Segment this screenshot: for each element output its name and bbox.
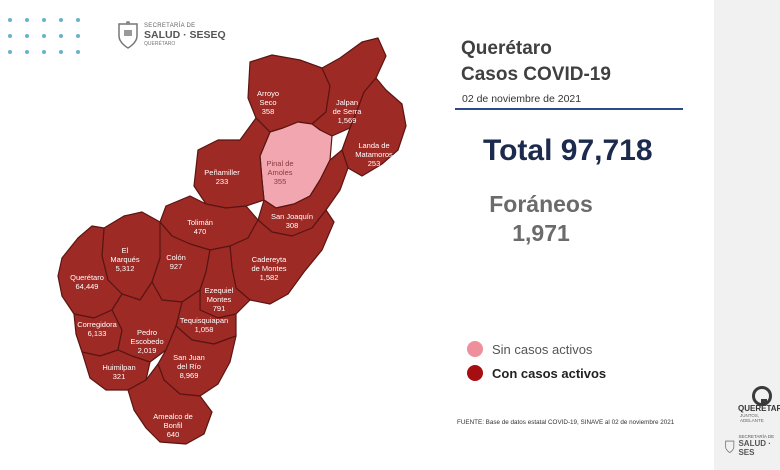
logo-org-line2: SALUD · SESEQ (144, 29, 226, 41)
queretaro-map: Arroyo Seco 358 Jalpan de Serra 1,569 Landa de… (57, 37, 407, 445)
municipality-name: San Juan (173, 353, 205, 362)
municipality-cases: 355 (274, 177, 287, 186)
municipality-name: del Río (177, 362, 201, 371)
municipality-cases: 927 (170, 262, 183, 271)
municipality-label: San Juan del Río 8,969 (173, 353, 205, 380)
legend-item-inactive: Sin casos activos (467, 341, 592, 357)
municipality-label: Tequisquiapan 1,058 (180, 316, 228, 334)
municipality-cases: 321 (113, 372, 126, 381)
legend-item-active: Con casos activos (467, 365, 606, 381)
municipality-label: Arroyo Seco 358 (257, 89, 279, 116)
municipality-name: Pedro (137, 328, 157, 337)
municipality-label: Colón 927 (166, 253, 186, 271)
municipality-name: Corregidora (77, 320, 117, 329)
municipality-name: Escobedo (130, 337, 163, 346)
title-divider (455, 108, 683, 110)
municipality-name: Tolimán (187, 218, 213, 227)
report-date: 02 de noviembre de 2021 (462, 93, 582, 105)
municipality-name: Landa de (358, 141, 389, 150)
foraneos-value: 1,971 (512, 220, 570, 246)
municipality-name: Arroyo (257, 89, 279, 98)
legend-swatch-active (467, 365, 483, 381)
municipality-name: Cadereyta (252, 255, 287, 264)
municipality-label: Querétaro 64,449 (70, 273, 104, 291)
brand-name: QUERÉTARO (738, 404, 780, 413)
municipality-cases: 640 (167, 430, 180, 439)
legend-swatch-inactive (467, 341, 483, 357)
decorative-dot-grid (8, 18, 88, 58)
municipality-label: Ezequiel Montes 791 (205, 286, 234, 313)
municipality-label: Landa de Matamoros 253 (355, 141, 393, 168)
municipality-label: Pedro Escobedo 2,019 (130, 328, 163, 355)
municipality-label: Pinal de Amoles 355 (266, 159, 293, 186)
logo-org-line1: SECRETARÍA DE (144, 23, 196, 29)
queretaro-q-tail (761, 399, 767, 403)
bottom-logo-line1: SECRETARÍA DE (738, 434, 775, 439)
municipality-name: Tequisquiapan (180, 316, 228, 325)
municipality-label: Cadereyta de Montes 1,582 (251, 255, 287, 282)
municipality-name: Pinal de (266, 159, 293, 168)
municipality-cases: 8,969 (180, 371, 199, 380)
municipality-cases: 1,058 (195, 325, 214, 334)
municipality-name: San Joaquín (271, 212, 313, 221)
municipality-cases: 791 (213, 304, 226, 313)
municipality-name: Jalpan (336, 98, 358, 107)
municipality-cases: 308 (286, 221, 299, 230)
municipality-cases: 6,133 (88, 329, 107, 338)
brand-tagline: JUNTOS, ADELANTE (740, 413, 764, 423)
page-title: Querétaro Casos COVID-19 (461, 36, 611, 88)
municipality-cases: 358 (262, 107, 275, 116)
municipality-label: Jalpan de Serra 1,569 (333, 98, 363, 125)
region-amealco (127, 363, 213, 445)
queretaro-q-icon (752, 386, 772, 406)
municipality-name: Querétaro (70, 273, 104, 282)
seseq-logo: SECRETARÍA DE SALUD · SESEQ QUERÉTARO (116, 20, 226, 50)
municipality-name: de Montes (251, 264, 286, 273)
municipality-name: Marqués (110, 255, 139, 264)
legend-label-inactive: Sin casos activos (492, 341, 593, 357)
municipality-cases: 1,569 (338, 116, 357, 125)
municipality-label: San Joaquín 308 (271, 212, 313, 230)
municipality-name: Bonfil (164, 421, 183, 430)
municipality-name: El (122, 246, 129, 255)
bottom-logo-line2: SALUD · SES (738, 439, 771, 457)
municipality-name: Montes (207, 295, 232, 304)
title-line1: Querétaro (461, 38, 552, 59)
municipality-name: Ezequiel (205, 286, 234, 295)
municipality-label: Huimilpan 321 (102, 363, 135, 381)
region-landa (341, 77, 407, 177)
municipality-name: Peñamiller (204, 168, 240, 177)
municipality-cases: 64,449 (76, 282, 99, 291)
municipality-name: Amoles (267, 168, 292, 177)
municipality-name: Seco (259, 98, 276, 107)
foraneos-label: Foráneos (489, 191, 593, 217)
title-line2: Casos COVID-19 (461, 64, 611, 85)
municipality-label: Peñamiller 233 (204, 168, 240, 186)
municipality-cases: 1,582 (260, 273, 279, 282)
region-penamiller (193, 117, 271, 209)
municipality-cases: 253 (368, 159, 381, 168)
municipality-cases: 2,019 (138, 346, 157, 355)
total-cases: Total 97,718 (483, 134, 653, 167)
municipality-label: Corregidora 6,133 (77, 320, 117, 338)
municipality-name: Amealco de (153, 412, 193, 421)
municipality-cases: 5,312 (116, 264, 135, 273)
municipality-label: Amealco de Bonfil 640 (153, 412, 193, 439)
municipality-label: Tolimán 470 (187, 218, 213, 236)
municipality-name: Huimilpan (102, 363, 135, 372)
municipality-name: Colón (166, 253, 186, 262)
coat-of-arms-icon (118, 21, 138, 49)
source-note: FUENTE: Base de datos estatal COVID-19, … (457, 419, 675, 426)
municipality-label: El Marqués 5,312 (110, 246, 139, 273)
bottom-seseq-logo: SECRETARÍA DE SALUD · SES (724, 434, 780, 457)
municipality-name: de Serra (333, 107, 363, 116)
legend-label-active: Con casos activos (492, 365, 607, 381)
small-coat-of-arms-icon (725, 440, 735, 453)
municipality-cases: 470 (194, 227, 207, 236)
municipality-name: Matamoros (355, 150, 393, 159)
municipality-cases: 233 (216, 177, 229, 186)
logo-org-line3: QUERÉTARO (144, 41, 176, 47)
foraneos-block: Foráneos 1,971 (461, 190, 621, 248)
region-huimilpan (81, 349, 151, 391)
